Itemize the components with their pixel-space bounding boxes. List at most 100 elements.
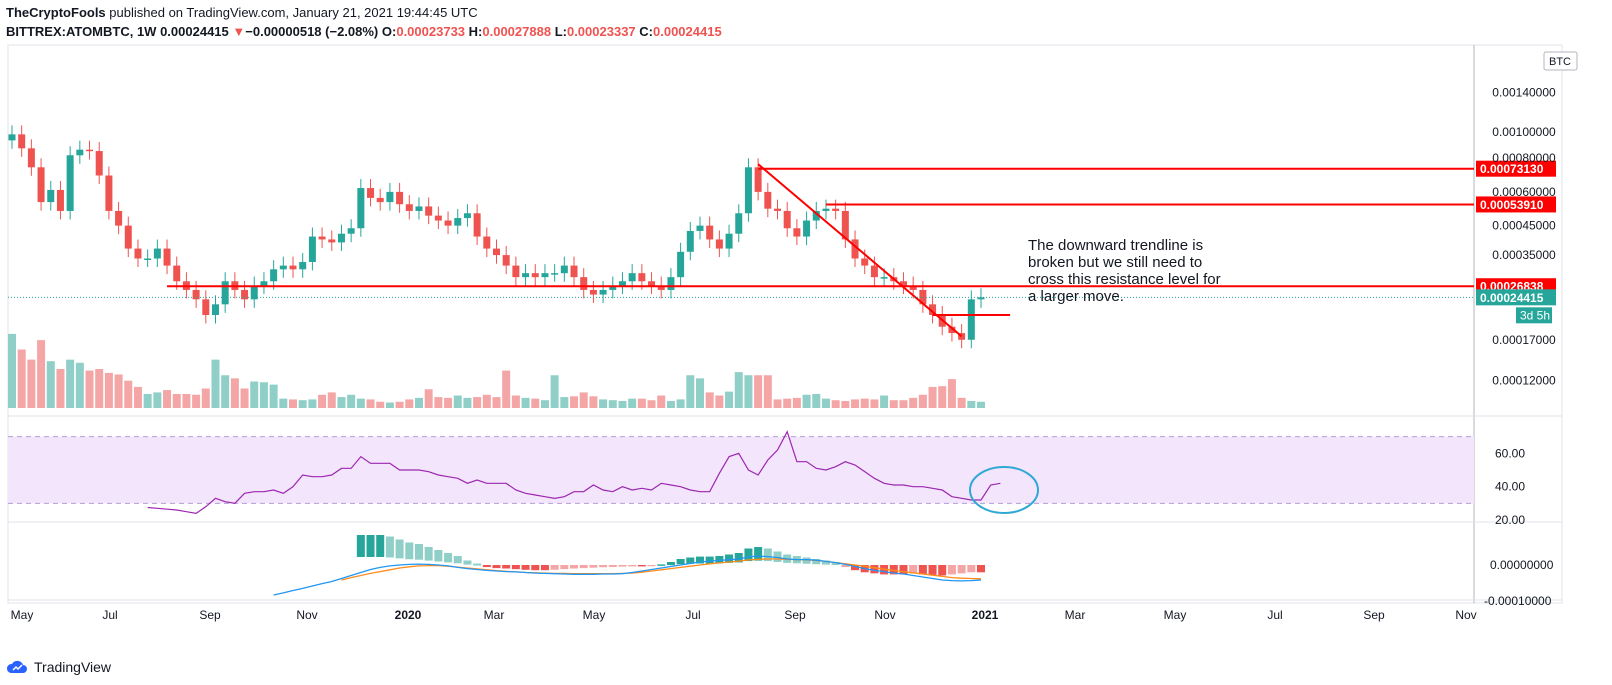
level-price-label: 0.00073130 — [1480, 162, 1544, 176]
candle-body — [241, 289, 249, 300]
candle-body — [454, 218, 462, 226]
volume-bar — [647, 400, 656, 408]
annotation-text: The downward trendline is — [1028, 237, 1203, 254]
macd-histogram-bar — [889, 565, 898, 575]
volume-bar — [75, 362, 84, 408]
volume-bar — [395, 401, 404, 408]
candle-body — [192, 289, 200, 300]
macd-histogram-bar — [560, 565, 569, 570]
candle-body — [551, 273, 559, 275]
volume-bar — [114, 374, 123, 408]
annotation-text: a larger move. — [1028, 288, 1124, 305]
candle — [56, 180, 64, 220]
candle-body — [861, 258, 869, 266]
candle-body — [628, 273, 636, 282]
candle — [677, 242, 685, 286]
rsi-pane: 60.00 40.00 20.00 — [8, 430, 1525, 527]
time-tick-label: Nov — [1455, 608, 1476, 622]
price-tick-label: 0.00012000 — [1492, 374, 1556, 388]
low-label: L: — [554, 24, 567, 39]
volume-bar — [424, 389, 433, 408]
macd-histogram-bar — [812, 559, 821, 565]
candle-body — [803, 220, 811, 237]
candle-body — [706, 225, 714, 240]
candle-body — [618, 281, 626, 286]
time-tick-label: Mar — [1065, 608, 1086, 622]
candle-body — [405, 204, 413, 211]
candle-body — [909, 285, 917, 290]
publisher-name[interactable]: TheCryptoFools — [6, 5, 106, 20]
candle — [376, 188, 384, 211]
volume-bar — [792, 397, 801, 408]
candle-body — [37, 167, 45, 203]
volume-bar — [201, 388, 210, 408]
candle — [241, 280, 249, 308]
volume-bar — [172, 393, 181, 408]
candle-body — [589, 289, 597, 295]
volume-bar — [628, 398, 637, 408]
candle — [105, 166, 113, 220]
volume-bar — [763, 375, 772, 408]
candle — [599, 280, 607, 304]
tradingview-logo[interactable]: TradingView — [6, 659, 111, 675]
volume-bar — [473, 397, 482, 408]
candle-body — [754, 167, 762, 192]
candle — [425, 197, 433, 225]
volume-bar — [269, 384, 278, 408]
candle — [357, 179, 365, 237]
candle — [279, 256, 287, 278]
macd-histogram-bar — [763, 548, 772, 562]
candle-body — [967, 299, 975, 340]
macd-tick-label: -0.00010000 — [1484, 594, 1552, 608]
candle — [744, 158, 752, 222]
candle-body — [851, 239, 859, 259]
volume-bar — [889, 400, 898, 408]
time-tick-label: May — [1164, 608, 1187, 622]
volume-bar — [812, 393, 821, 408]
candle-body — [493, 248, 500, 256]
volume-bar — [356, 398, 365, 408]
time-axis[interactable]: May Jul Sep Nov 2020 Mar May Jul Sep Nov 2021 Mar Ma… — [11, 608, 1477, 622]
candle-body — [8, 134, 16, 141]
candle — [715, 230, 723, 258]
close-value: 0.00024415 — [653, 24, 722, 39]
volume-bar — [182, 393, 191, 408]
price-change: −0.00000518 (−2.08%) — [245, 24, 379, 39]
price-axis[interactable]: 0.00140000 0.00100000 0.00080000 0.00060000… — [1492, 51, 1578, 388]
volume-bar — [831, 400, 840, 408]
candle-body — [570, 265, 578, 278]
volume-bar — [230, 378, 239, 408]
candle — [18, 125, 26, 157]
candle-body — [725, 233, 733, 249]
candle — [211, 295, 219, 324]
volume-bar — [463, 397, 472, 408]
candle-body — [899, 281, 907, 286]
level-price-tag — [1476, 160, 1556, 177]
candle-body — [328, 239, 336, 243]
drawings[interactable]: 0.000731300.000539100.000268380.00024415… — [8, 160, 1556, 338]
candle — [948, 317, 956, 342]
volume-bar — [773, 399, 782, 408]
volume-bar — [570, 396, 579, 408]
volume-bar — [95, 369, 104, 408]
published-text: published on TradingView.com, January 21… — [109, 5, 478, 20]
macd-tick-label: 0.00000000 — [1490, 558, 1554, 572]
macd-histogram-bar — [676, 559, 685, 565]
currency-tag: BTC — [1549, 56, 1571, 68]
volume-bar — [37, 340, 46, 408]
low-value: 0.00023337 — [566, 24, 636, 39]
volume-bar — [521, 397, 530, 408]
candle — [144, 249, 152, 268]
candle-body — [250, 285, 258, 300]
price-tick-label: 0.00060000 — [1492, 185, 1556, 199]
candle-body — [134, 248, 142, 259]
price-tick-label: 0.00080000 — [1492, 151, 1556, 165]
volume-bar — [957, 397, 966, 408]
candle — [163, 239, 171, 275]
macd-histogram-bar — [909, 565, 918, 574]
volume-bar — [8, 333, 16, 408]
rsi-tick-label: 20.00 — [1495, 513, 1525, 527]
candle — [270, 260, 278, 290]
candle — [473, 204, 481, 246]
